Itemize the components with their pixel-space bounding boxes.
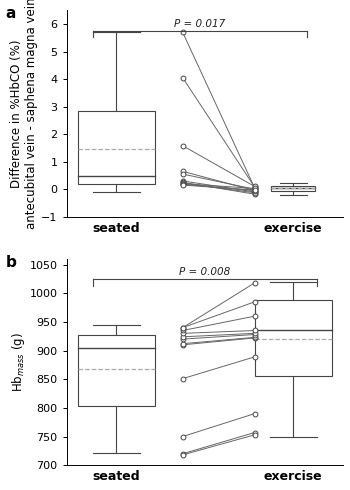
Bar bbox=[78, 111, 155, 184]
Y-axis label: Difference in %HbCO (%)
antecubital vein - saphena magna vein: Difference in %HbCO (%) antecubital vein… bbox=[10, 0, 38, 229]
Bar bbox=[254, 300, 332, 376]
Bar bbox=[271, 186, 315, 191]
Y-axis label: Hb$_{mass}$ (g): Hb$_{mass}$ (g) bbox=[10, 332, 27, 392]
Bar bbox=[78, 335, 155, 406]
Text: P = 0.008: P = 0.008 bbox=[179, 268, 230, 277]
Text: b: b bbox=[6, 255, 17, 270]
Text: P = 0.017: P = 0.017 bbox=[174, 19, 225, 29]
Text: a: a bbox=[6, 6, 16, 21]
